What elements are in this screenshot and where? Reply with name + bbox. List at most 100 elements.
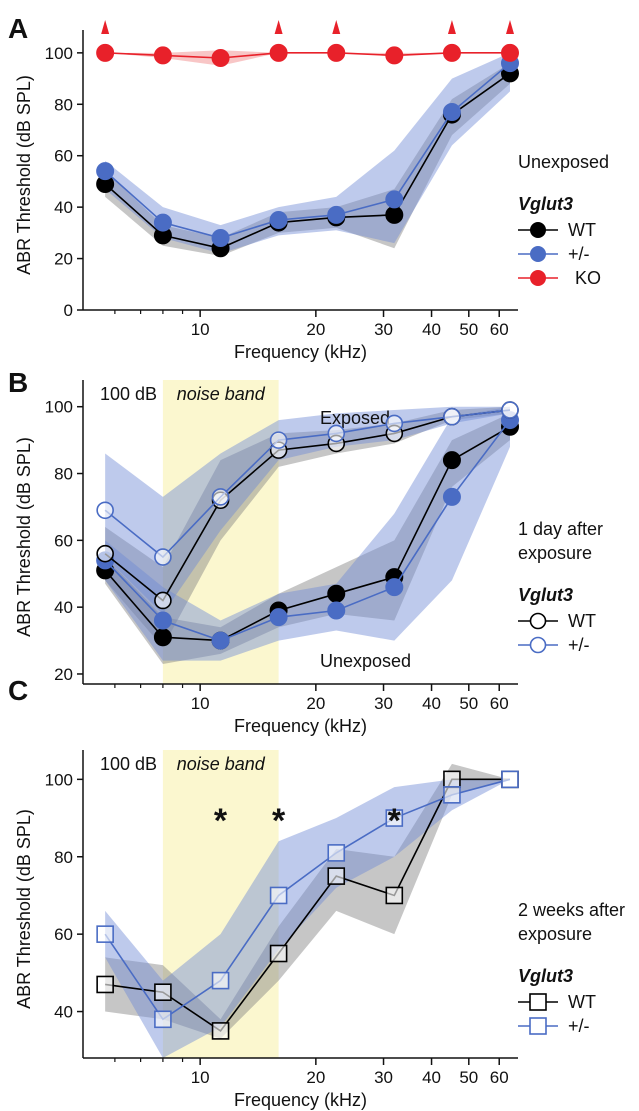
x-tick-label: 10 [191, 1068, 210, 1087]
y-tick-label: 40 [54, 1003, 73, 1022]
data-point [269, 944, 288, 963]
data-point [385, 190, 404, 209]
legend-title: Vglut3 [518, 585, 573, 605]
legend-condition-label: 1 day after [518, 519, 603, 539]
x-tick-label: 40 [422, 1068, 441, 1087]
x-tick-label: 30 [374, 1068, 393, 1087]
ceiling-marker [506, 20, 514, 34]
x-tick-label: 10 [191, 320, 210, 339]
legend-label: WT [568, 220, 596, 240]
data-point [153, 628, 172, 647]
y-tick-label: 80 [54, 95, 73, 114]
series-band-1 [105, 52, 510, 254]
data-point [327, 867, 346, 885]
legend-marker [529, 612, 547, 630]
exposure-level-label: 100 dB [100, 754, 157, 774]
x-tick-label: 50 [459, 1068, 478, 1087]
data-point [327, 844, 346, 862]
data-point [153, 611, 172, 630]
y-tick-label: 100 [45, 44, 73, 63]
significance-star: * [272, 802, 286, 840]
legend-label: KO [575, 268, 601, 288]
series-band-0 [105, 406, 510, 648]
data-point [442, 451, 461, 470]
x-tick-label: 50 [459, 320, 478, 339]
series-line-0 [104, 72, 511, 250]
data-point [154, 591, 172, 610]
ceiling-marker [101, 20, 110, 34]
significance-star: * [388, 802, 402, 840]
ceiling-marker [274, 20, 283, 34]
y-tick-label: 40 [54, 198, 73, 217]
legend-label: WT [568, 611, 596, 631]
x-tick-label: 50 [459, 694, 478, 713]
series-band-1 [105, 779, 510, 1058]
x-axis-title: Frequency (kHz) [234, 342, 367, 362]
x-tick-label: 30 [374, 320, 393, 339]
noise-band-label: noise band [177, 754, 266, 774]
data-point [96, 501, 114, 520]
series-line-1 [104, 62, 511, 239]
data-point [327, 601, 346, 620]
legend-title: Vglut3 [518, 966, 573, 986]
y-tick-label: 100 [45, 398, 73, 417]
y-tick-label: 0 [64, 301, 73, 320]
y-tick-label: 20 [54, 250, 73, 269]
panel-letter: A [8, 13, 28, 44]
legend-marker [530, 222, 546, 238]
y-tick-label: 100 [45, 770, 73, 789]
y-tick-label: 60 [54, 925, 73, 944]
data-point [96, 925, 114, 943]
exposed-group-label: Exposed [320, 408, 390, 428]
data-point [501, 770, 519, 789]
series-band-3 [105, 406, 510, 661]
data-point [442, 43, 461, 62]
exposure-level-label: 100 dB [100, 384, 157, 404]
data-point [269, 608, 288, 627]
series-line-1 [104, 409, 511, 559]
data-point [443, 786, 461, 804]
data-point [211, 631, 230, 650]
x-tick-label: 30 [374, 694, 393, 713]
noise-band-label: noise band [177, 384, 266, 404]
data-point [269, 431, 288, 449]
series-band-0 [105, 63, 510, 257]
ceiling-marker [447, 20, 456, 34]
x-axis-title: Frequency (kHz) [234, 1090, 367, 1110]
data-point [211, 229, 230, 247]
x-tick-label: 20 [306, 694, 325, 713]
y-axis-title: ABR Threshold (dB SPL) [14, 75, 34, 275]
data-point [327, 584, 346, 603]
ceiling-marker [332, 20, 341, 34]
x-tick-label: 20 [306, 320, 325, 339]
data-point [96, 975, 114, 994]
data-point [327, 205, 346, 224]
data-point [96, 162, 115, 181]
series-line-1 [104, 778, 511, 1021]
data-point [385, 46, 404, 65]
y-tick-label: 60 [54, 531, 73, 550]
x-tick-label: 10 [191, 694, 210, 713]
legend-marker [530, 246, 546, 262]
y-tick-label: 80 [54, 848, 73, 867]
data-point [327, 424, 346, 443]
data-point [211, 49, 230, 67]
legend-condition-label: Unexposed [518, 152, 609, 172]
data-point [96, 43, 115, 62]
panel-letter: B [8, 367, 28, 398]
unexposed-group-label: Unexposed [320, 651, 411, 671]
data-point [269, 211, 288, 229]
x-tick-label: 40 [422, 694, 441, 713]
legend-marker [529, 993, 547, 1011]
data-point [211, 488, 230, 506]
data-point [385, 414, 404, 433]
legend-condition-label: exposure [518, 924, 592, 944]
y-tick-label: 40 [54, 598, 73, 617]
x-tick-label: 60 [490, 694, 509, 713]
y-axis-title: ABR Threshold (dB SPL) [14, 809, 34, 1009]
series-band-1 [105, 406, 510, 614]
series-line-2 [105, 52, 510, 59]
data-point [269, 886, 288, 905]
series-line-3 [104, 419, 511, 642]
